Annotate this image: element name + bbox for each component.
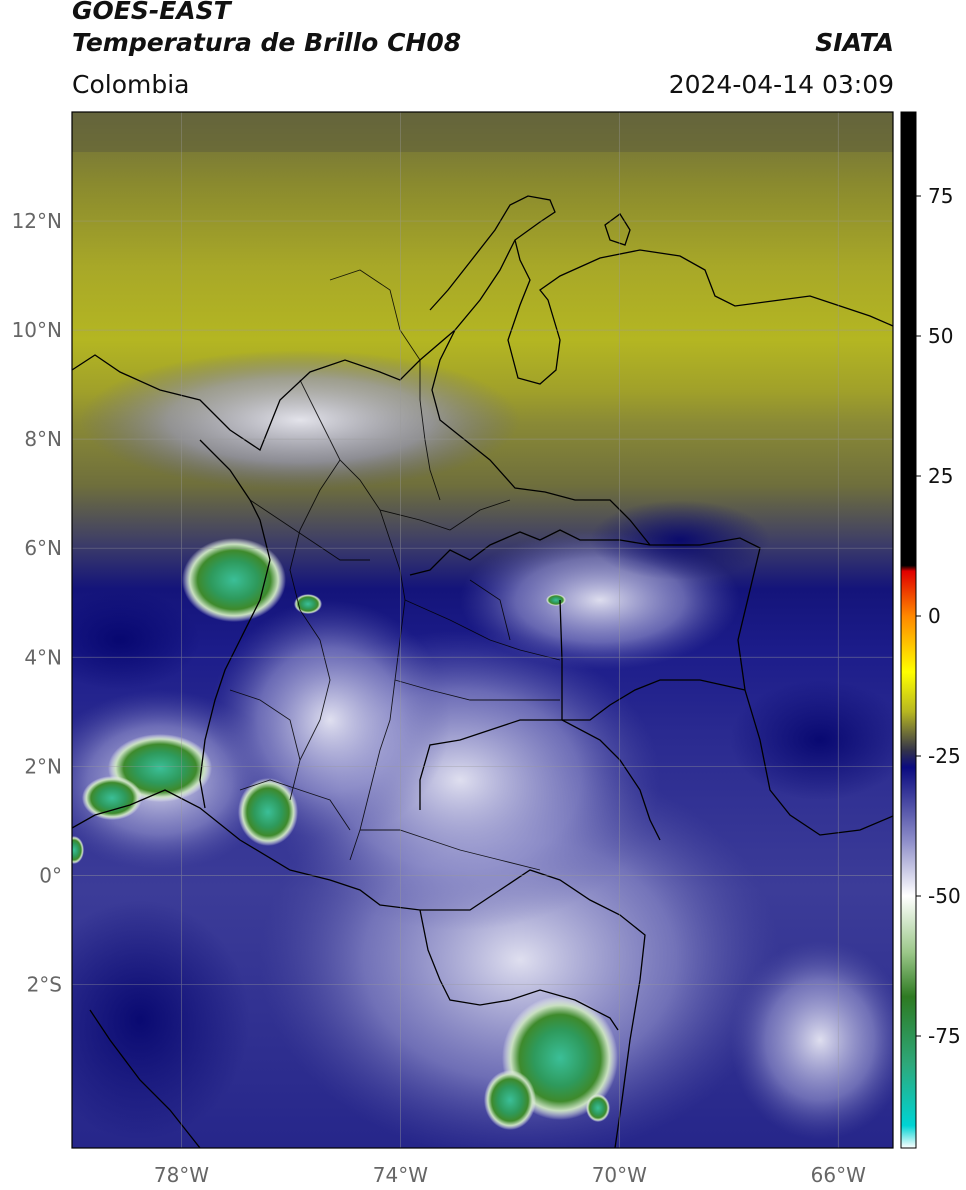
- title-satellite: GOES-EAST: [72, 0, 231, 25]
- lat-tick-label: 6°N: [24, 536, 62, 560]
- longitude-ticks: 78°W 74°W 70°W 66°W: [154, 1163, 866, 1187]
- lat-tick-label: 10°N: [12, 318, 62, 342]
- lat-tick-label: 12°N: [12, 209, 62, 233]
- country-borders: [72, 195, 893, 1148]
- lat-tick-label: 2°S: [27, 972, 62, 996]
- lon-tick-label: 78°W: [154, 1163, 209, 1187]
- organization-label: SIATA: [815, 28, 894, 57]
- lon-tick-label: 66°W: [811, 1163, 866, 1187]
- region-label: Colombia: [72, 70, 190, 99]
- lat-tick-label: 4°N: [24, 645, 62, 669]
- lat-tick-label: 0°: [39, 863, 62, 887]
- lat-tick-label: 8°N: [24, 427, 62, 451]
- colorbar-tick-label: -50: [928, 884, 961, 908]
- colorbar-tick-label: 25: [928, 464, 953, 488]
- colorbar-tick-label: 75: [928, 184, 953, 208]
- latitude-ticks: 12°N 10°N 8°N 6°N 4°N 2°N 0° 2°S: [12, 209, 62, 996]
- department-borders: [229, 269, 561, 871]
- colorbar-tick-label: 0: [928, 604, 941, 628]
- colorbar-tick-label: 50: [928, 324, 953, 348]
- lon-tick-label: 74°W: [373, 1163, 428, 1187]
- map-gridlines: [72, 112, 893, 1148]
- datetime-label: 2024-04-14 03:09: [668, 70, 894, 99]
- lat-tick-label: 2°N: [24, 754, 62, 778]
- lon-tick-label: 70°W: [592, 1163, 647, 1187]
- colorbar-tick-label: -25: [928, 744, 961, 768]
- map-frame: [71, 111, 894, 1149]
- title-product: Temperatura de Brillo CH08: [72, 28, 462, 57]
- colorbar-tick-label: -75: [928, 1024, 961, 1048]
- colorbar: 75 50 25 0 -25 -50 -75: [900, 111, 961, 1149]
